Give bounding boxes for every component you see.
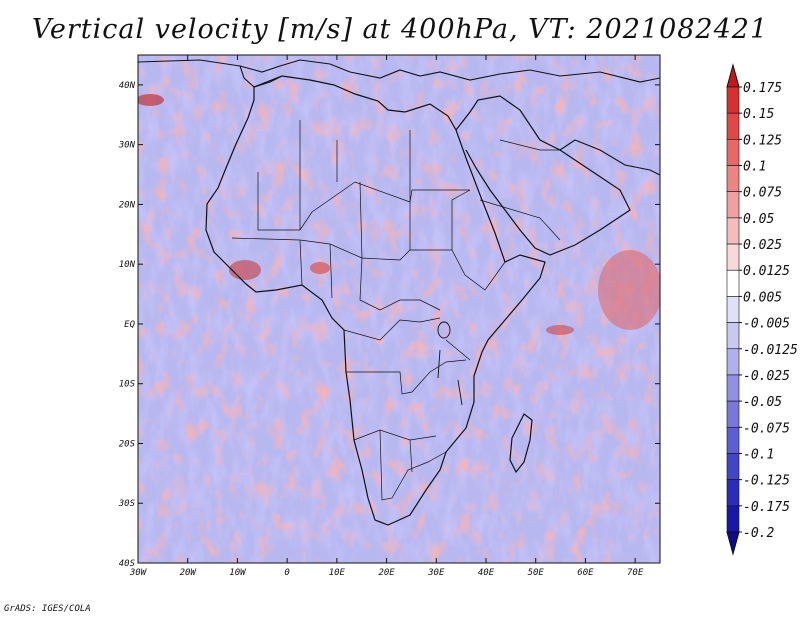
y-tick-label: 40N [119,81,136,91]
iberia-coast [239,65,283,88]
mediterranean-north-coast [138,59,660,83]
grads-credit: GrADS: IGES/COLA [4,604,91,614]
colorbar-bin [726,112,740,140]
colorbar-bin [726,453,740,480]
colorbar-bin [726,243,740,271]
colorbar-label: 0.075 [743,186,782,201]
colorbar-bin [726,348,740,376]
country-borders [231,120,561,501]
colorbar-bin [726,322,740,350]
colorbar-bin [726,479,740,507]
x-tick-label: 30W [129,568,148,578]
colorbar-bin [726,426,740,454]
colorbar-label: 0.05 [743,212,774,227]
colorbar-bin [726,86,740,114]
colorbar-label: 0.125 [743,133,782,148]
x-tick-label: 60E [577,568,594,578]
colorbar-bin [726,296,740,323]
y-tick-label: 30S [118,499,136,509]
x-tick-label: 20E [378,568,395,578]
colorbar-label: -0.125 [743,474,790,489]
africa-coastline [205,75,546,526]
x-tick-label: 10W [229,568,247,578]
x-tick-label: 70E [627,568,644,578]
colorbar-max-arrow [726,63,740,88]
colorbar: 0.175 0.15 0.125 0.1 0.075 0.05 0.025 0.0125 0.0… [726,63,798,556]
y-tick-label: 30N [118,141,136,151]
colorbar-label: -0.2 [743,526,774,541]
x-tick-label: 50E [528,568,545,578]
x-tick-label: 30E [427,568,445,578]
colorbar-bin [726,191,740,219]
colorbar-label: 0.025 [743,238,782,253]
updraft-patch-nigeria [310,262,330,274]
colorbar-label: -0.0125 [743,343,798,358]
colorbar-bin [726,217,740,245]
y-axis: 40N 30N 20N 10N EQ 10S 20S 30S 40S [118,81,660,569]
colorbar-bin [726,269,740,297]
colorbar-label: 0.15 [743,107,774,122]
colorbar-label: -0.025 [743,369,790,384]
colorbar-label: 0.0125 [743,264,790,279]
y-tick-label: 10N [119,260,136,270]
colorbar-label: -0.1 [743,447,774,462]
colorbar-label: -0.05 [743,395,782,410]
x-tick-label: 0 [284,568,289,578]
arabia-coastline [455,95,631,256]
y-tick-label: 20N [119,200,136,210]
x-tick-label: 10E [329,568,346,578]
y-tick-label: EQ [124,320,135,330]
updraft-patch-indian-ocean [546,325,574,335]
colorbar-bin [726,165,740,193]
colorbar-label: 0.005 [743,290,782,305]
plot-frame [137,54,661,564]
colorbar-min-arrow [726,531,740,556]
y-tick-label: 20S [119,439,136,449]
x-tick-label: 20W [180,568,198,578]
map-title: Vertical velocity [m/s] at 400hPa, VT: 2… [31,14,769,45]
velocity-field-texture [138,55,660,563]
x-axis: 30W 20W 10W 0 10E 20E 30E 40E 50E 60E 70E [129,55,644,578]
colorbar-bin [726,400,740,428]
great-lakes [437,321,463,406]
x-tick-label: 40E [478,568,495,578]
updraft-patch-atlantic [138,94,164,106]
colorbar-label: -0.075 [743,421,790,436]
madagascar-coastline [509,413,533,474]
colorbar-bin [726,374,740,402]
updraft-patch-west-africa [229,260,261,280]
persian-gulf-coast [559,139,660,176]
colorbar-label: 0.1 [743,160,766,175]
updraft-patch-arabian-sea [598,250,660,330]
colorbar-bin [726,505,740,533]
colorbar-bin [726,139,740,166]
colorbar-label: -0.005 [743,317,790,332]
colorbar-label: 0.175 [743,81,782,96]
y-tick-label: 10S [119,380,136,390]
y-tick-label: 40S [119,559,136,569]
colorbar-label: -0.175 [743,500,790,515]
map-plot-area [138,55,660,563]
